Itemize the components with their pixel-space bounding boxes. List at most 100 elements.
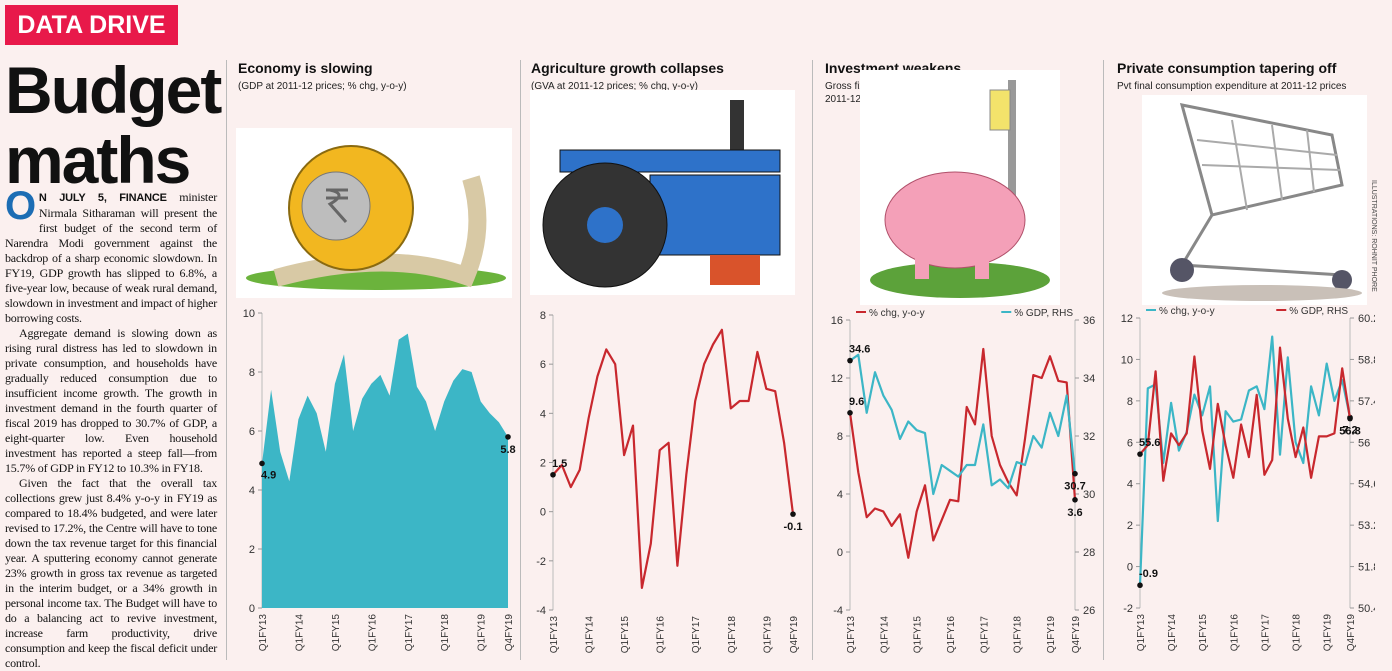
y-tick-label: 2	[249, 544, 255, 556]
x-tick-label: Q1FY13	[846, 616, 857, 654]
y-tick-label: 12	[831, 373, 843, 385]
area	[262, 333, 508, 608]
data-label: 4.9	[261, 469, 276, 481]
y-tick-label: -2	[1123, 603, 1133, 615]
label-dot	[1072, 497, 1078, 503]
illustration-snail	[236, 128, 512, 298]
data-label: 7.2	[1342, 424, 1357, 436]
pig-leg	[915, 255, 929, 279]
x-tick-label: Q1FY15	[620, 616, 631, 654]
x-tick-label: Q1FY15	[331, 614, 342, 652]
x-tick-label: Q1FY18	[1292, 614, 1303, 652]
x-tick-label: Q1FY17	[979, 616, 990, 654]
chart: 0 2 4 6 8 10 Q1FY13 Q1FY14 Q1FY15 Q1FY16 Q1FY17 Q1F…	[243, 308, 516, 652]
separator	[812, 60, 813, 660]
headline: Budget maths	[5, 53, 222, 197]
data-label: 9.6	[849, 396, 864, 408]
coin-face	[301, 171, 371, 241]
wheel	[1170, 258, 1194, 282]
paragraph-text: minister Nirmala Sitharaman will present…	[5, 190, 217, 325]
pig-leg	[975, 255, 989, 279]
x-tick-label: Q1FY14	[294, 614, 305, 652]
label-dot	[847, 357, 853, 364]
label-dot	[550, 471, 556, 478]
exhaust	[730, 100, 744, 160]
illustration-cart	[1142, 95, 1367, 305]
rupee-sign	[326, 188, 348, 223]
label-dot	[847, 410, 853, 416]
y-tick-label: 8	[1127, 396, 1133, 408]
y-tick-label: 4	[1127, 479, 1133, 491]
x-tick-label: Q1FY18	[440, 614, 451, 652]
label-dot	[1137, 582, 1143, 589]
x-tick-label: Q1FY14	[1167, 614, 1178, 652]
separator	[520, 60, 521, 660]
drip-bag	[989, 89, 1011, 131]
y-tick-label: 0	[837, 547, 843, 559]
x-tick-label: Q1FY16	[656, 616, 667, 654]
x-tick-label: Q1FY13	[1136, 614, 1147, 652]
data-label: 5.8	[500, 444, 515, 456]
illustration-piggy-bank	[860, 70, 1060, 305]
cart-grid	[1196, 119, 1341, 211]
y-tick-label: 10	[1121, 354, 1133, 366]
y-tick-label: 10	[243, 308, 255, 320]
engine	[649, 174, 781, 256]
chart-subtitle: (GVA at 2011-12 prices; % chg, y-o-y)	[531, 81, 698, 92]
label-dot	[259, 460, 265, 467]
y-tick-label: 8	[837, 431, 843, 443]
chart-subtitle: (GDP at 2011-12 prices; % chg, y-o-y)	[238, 81, 407, 92]
label-dot	[1072, 470, 1078, 477]
x-tick-label: Q1FY19	[1323, 614, 1334, 652]
line	[1138, 335, 1352, 586]
chart: -4 -2 0 2 4 6 8 Q1FY13 Q1FY14 Q1FY15 Q1FY16 Q1FY17 Q…	[536, 310, 803, 654]
chart-title: Private consumption tapering off	[1117, 60, 1337, 76]
x-tick-label: Q4FY19	[789, 616, 800, 654]
badge: DATA DRIVE	[5, 5, 178, 45]
y-tick-label: 6	[1127, 437, 1133, 449]
label-dot	[505, 434, 511, 440]
x-tick-label: Q1FY18	[727, 616, 738, 654]
y-tick-label: -4	[833, 605, 843, 617]
y2-tick-label: 36	[1083, 315, 1095, 327]
data-label: 3.6	[1067, 507, 1082, 519]
line	[552, 328, 795, 589]
y-tick-label: 8	[249, 367, 255, 379]
y2-tick-label: 57.4	[1358, 396, 1375, 408]
data-label: 56.8	[1339, 426, 1360, 438]
x-tick-label: Q1FY17	[404, 614, 415, 652]
x-tick-label: Q1FY19	[1046, 616, 1057, 654]
y2-tick-label: 56	[1358, 437, 1370, 449]
x-tick-label: Q1FY14	[879, 616, 890, 654]
data-label: 55.6	[1139, 437, 1160, 449]
y2-tick-label: 28	[1083, 547, 1095, 559]
x-tick-label: Q1FY16	[1229, 614, 1240, 652]
y-tick-label: -2	[536, 556, 546, 568]
wheel	[1332, 270, 1352, 290]
illustration-tractor	[530, 90, 795, 295]
chart-title: Economy is slowing	[238, 60, 373, 76]
data-label: -0.9	[1139, 568, 1158, 580]
y2-tick-label: 60.2	[1358, 313, 1375, 325]
paragraph: Given the fact that the overall tax coll…	[5, 476, 217, 670]
data-label: -0.1	[784, 521, 803, 533]
y2-tick-label: 34	[1083, 373, 1095, 385]
pig-body	[884, 171, 1026, 269]
x-tick-label: Q1FY16	[367, 614, 378, 652]
x-tick-label: Q4FY19	[1071, 616, 1082, 654]
y-tick-label: 6	[249, 426, 255, 438]
legend-label: % GDP, RHS	[1289, 306, 1348, 317]
x-tick-label: Q1FY19	[477, 614, 488, 652]
chart: -2 0 2 4 6 8 10 12 50.4 51.8 53.2 54.6 56 57.4 58.8 60.…	[1121, 306, 1375, 652]
x-tick-label: Q1FY17	[1260, 614, 1271, 652]
y-tick-label: 4	[837, 489, 843, 501]
line	[848, 347, 1077, 559]
y2-tick-label: 54.6	[1358, 479, 1375, 491]
y2-tick-label: 30	[1083, 489, 1095, 501]
chart-subtitle: Pvt final consumption expenditure at 201…	[1117, 81, 1347, 92]
x-tick-label: Q1FY13	[549, 616, 560, 654]
lead: N JULY 5, FINANCE	[38, 192, 167, 204]
hub	[587, 207, 623, 243]
